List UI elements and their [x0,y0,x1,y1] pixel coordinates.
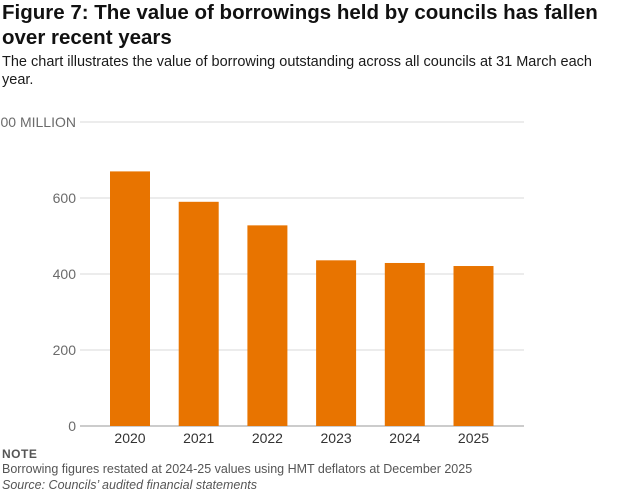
x-tick-label: 2021 [183,430,214,446]
bar-2025 [453,266,494,426]
y-axis-ticks: 0 200 400 600 £800 MILLION [0,114,76,434]
source-text: Source: Councils’ audited financial stat… [2,478,258,492]
bar-2022 [247,225,288,426]
bar-2023 [316,260,357,426]
bars [110,171,494,426]
y-tick-label: 0 [68,418,76,434]
x-tick-label: 2022 [252,430,283,446]
x-tick-label: 2023 [321,430,352,446]
note-heading: NOTE [2,447,38,461]
y-tick-label: 200 [53,342,77,358]
note-text: Borrowing figures restated at 2024-25 va… [2,462,473,476]
gridlines [80,121,524,427]
bar-2021 [178,201,219,426]
bar-2020 [110,171,150,426]
chart-subtitle: The chart illustrates the value of borro… [2,54,592,88]
y-tick-label: £800 MILLION [0,114,76,130]
x-axis-ticks: 2020 2021 2022 2023 2024 2025 [114,430,489,446]
x-tick-label: 2020 [114,430,145,446]
x-tick-label: 2024 [389,430,420,446]
bar-2024 [384,262,425,426]
x-tick-label: 2025 [458,430,489,446]
chart-title: Figure 7: The value of borrowings held b… [2,1,598,49]
y-tick-label: 600 [53,190,77,206]
y-tick-label: 400 [53,266,77,282]
